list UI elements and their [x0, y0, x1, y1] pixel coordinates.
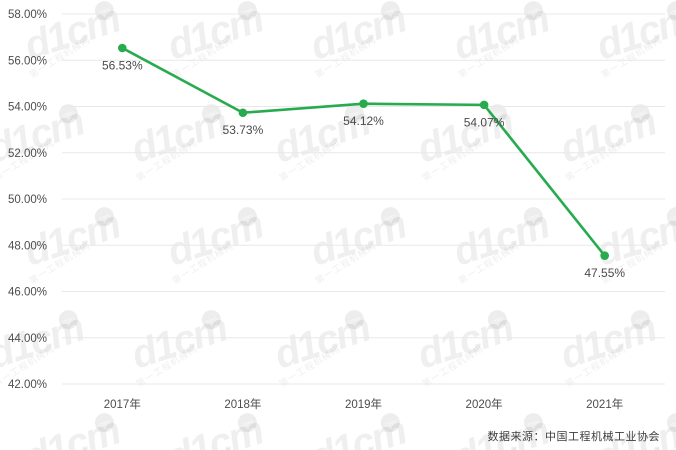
watermark-badge-text: com	[528, 213, 541, 222]
watermark-badge-text: com	[206, 316, 219, 325]
y-axis-tick-label: 50.00%	[8, 194, 47, 206]
data-point	[238, 108, 248, 118]
watermark-badge-circle	[94, 413, 114, 433]
watermark-badge-circle	[201, 310, 221, 330]
data-point	[600, 251, 609, 260]
watermark-badge-text: com	[635, 110, 648, 119]
watermark-badge-text: com	[492, 316, 505, 325]
watermark-badge-circle	[201, 104, 221, 124]
y-axis-tick-label: 52.00%	[8, 148, 47, 160]
data-point	[118, 43, 127, 53]
watermark-badge-text: com	[99, 213, 112, 222]
watermark-badge-text: com	[242, 419, 255, 428]
data-point-label: 53.73%	[223, 123, 264, 137]
watermark-badge-text: com	[242, 7, 255, 16]
y-axis-tick-label: 54.00%	[8, 102, 47, 114]
watermark-badge-circle	[344, 310, 364, 330]
watermark-badge-circle	[380, 1, 400, 21]
trend-line	[121, 46, 607, 257]
watermark-badge-text: com	[671, 213, 676, 222]
watermark-badge-circle	[523, 207, 543, 227]
y-axis-tick-label: 46.00%	[8, 287, 47, 299]
y-axis-tick-label: 44.00%	[8, 333, 47, 345]
watermark-badge-text: com	[206, 110, 219, 119]
data-point	[359, 99, 368, 109]
watermark-badge-circle	[237, 207, 257, 227]
watermark-badge-text: com	[349, 110, 362, 119]
watermark-badge-circle	[523, 1, 543, 21]
watermark-badge-circle	[487, 104, 507, 124]
x-axis-label: 2017年	[104, 397, 141, 411]
y-axis-tick-label: 56.00%	[8, 55, 47, 67]
y-axis-tick-label: 58.00%	[8, 9, 47, 21]
watermark-badge-circle	[523, 413, 543, 433]
watermark-badge-text: com	[385, 7, 398, 16]
watermark-badge-circle	[666, 207, 676, 227]
x-axis-label: 2020年	[466, 397, 503, 411]
watermark-badge-circle	[666, 413, 676, 433]
watermark-badge-circle	[630, 104, 650, 124]
watermark-badge-text: com	[242, 213, 255, 222]
y-axis-tick-label: 42.00%	[8, 379, 47, 391]
watermark-badge-text: com	[63, 316, 76, 325]
watermark-badge-circle	[666, 1, 676, 21]
watermark-badge-text: com	[671, 419, 676, 428]
data-point	[479, 100, 489, 110]
data-point-label: 56.53%	[102, 58, 143, 72]
watermark-badge-text: com	[492, 110, 505, 119]
watermark-badge-circle	[237, 1, 257, 21]
watermark-badge-text: com	[671, 7, 676, 16]
x-axis-label: 2021年	[586, 397, 623, 411]
data-point-label: 54.12%	[343, 114, 384, 128]
watermark-badge-text: com	[385, 419, 398, 428]
watermark-badge-circle	[380, 413, 400, 433]
watermark-badge-text: com	[528, 419, 541, 428]
watermark-badge-circle	[344, 104, 364, 124]
y-axis-tick-label: 48.00%	[8, 240, 47, 252]
watermark-badge-text: com	[99, 7, 112, 16]
watermark-badge-text: com	[528, 7, 541, 16]
watermark-badge-circle	[58, 104, 78, 124]
watermark-badge-text: com	[99, 419, 112, 428]
x-axis-label: 2019年	[345, 397, 382, 411]
watermark-badge-circle	[94, 207, 114, 227]
watermark-badge-circle	[487, 310, 507, 330]
data-point-label: 47.55%	[584, 266, 625, 280]
watermark-badge-circle	[380, 207, 400, 227]
watermark-badge-text: com	[635, 316, 648, 325]
watermark-badge-text: com	[63, 110, 76, 119]
watermark-badge-circle	[630, 310, 650, 330]
source-note: 数据来源：中国工程机械工业协会	[487, 431, 660, 443]
watermark-badge-circle	[94, 1, 114, 21]
watermark-badge-text: com	[385, 213, 398, 222]
watermark-badge-circle	[58, 310, 78, 330]
watermark-badge-circle	[237, 413, 257, 433]
watermark-badge-text: com	[349, 316, 362, 325]
data-point-label: 54.07%	[464, 115, 505, 129]
x-axis-label: 2018年	[224, 397, 261, 411]
